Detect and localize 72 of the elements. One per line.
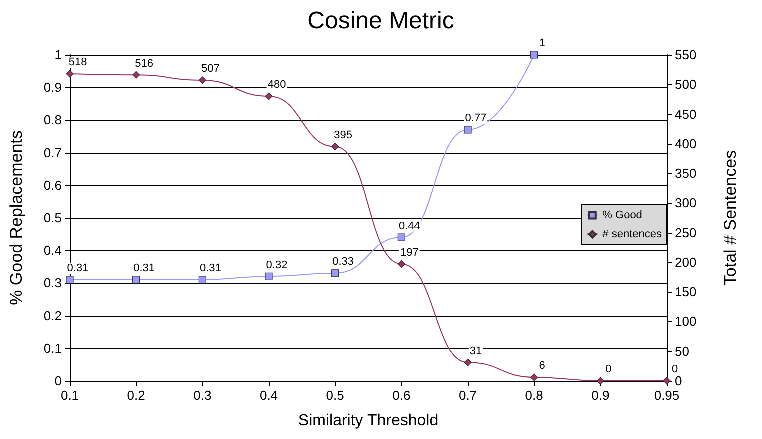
legend-label: % Good: [602, 210, 642, 222]
y2-tick-label: 350: [675, 166, 697, 182]
data-label: 0.31: [134, 262, 156, 275]
point: [398, 234, 406, 242]
x-tick-label: 0.8: [525, 388, 544, 403]
data-label: 6: [539, 360, 546, 372]
y2-tick-label: 50: [675, 344, 690, 359]
x-tick-label: 0.7: [458, 388, 478, 403]
data-label: 516: [135, 58, 154, 70]
point: [464, 126, 472, 134]
y2-tick-label: 400: [675, 136, 697, 152]
data-label: 507: [201, 63, 220, 76]
point: [596, 377, 604, 385]
x-tick-label: 0.95: [654, 388, 680, 403]
data-label: 395: [334, 130, 353, 142]
y-tick-label: 0: [54, 374, 62, 388]
x-axis-title: Similarity Threshold: [298, 412, 439, 430]
data-label: 480: [268, 79, 286, 92]
y2-tick-label: 150: [675, 284, 697, 300]
data-label: 0.31: [200, 262, 222, 275]
y-tick-label: 0.4: [44, 243, 62, 258]
x-tick-label: 0.5: [326, 388, 344, 403]
data-label: 518: [68, 56, 88, 69]
point: [132, 71, 140, 79]
y-tick-label: 0.8: [44, 112, 62, 128]
x-tick-label: 0.4: [260, 388, 278, 403]
y2-axis-title: Total # Sentences: [721, 150, 740, 286]
x-tick-label: 0.6: [392, 388, 411, 403]
chart-title: Cosine Metric: [308, 8, 454, 34]
point: [332, 143, 340, 151]
y-tick-label: 0.9: [44, 80, 62, 96]
point: [530, 374, 538, 382]
y2-tick-label: 200: [675, 254, 697, 270]
point: [332, 270, 340, 278]
y-tick-label: 0.1: [44, 340, 62, 356]
data-label: 197: [400, 246, 419, 259]
legend-label: # sentences: [602, 228, 662, 240]
point: [464, 358, 472, 366]
point: [198, 276, 206, 284]
y2-tick-label: 450: [675, 106, 697, 122]
point: [66, 70, 74, 78]
y2-tick-label: 0: [675, 374, 682, 388]
y2-tick-label: 250: [675, 225, 697, 240]
point: [198, 76, 206, 84]
x-tick-label: 0.2: [127, 388, 146, 403]
data-label: 0: [672, 364, 678, 376]
y-tick-label: 0.5: [44, 210, 62, 226]
data-label: 0: [606, 364, 612, 376]
y-tick-label: 0.6: [44, 178, 62, 193]
y-axis-title: % Good Replacements: [7, 130, 26, 306]
y-tick-label: 0.3: [44, 276, 62, 291]
y-tick-label: 0.7: [44, 145, 62, 160]
data-label: 1: [539, 38, 546, 50]
data-label: 0.33: [332, 256, 354, 268]
data-label: 0.31: [67, 262, 89, 275]
y2-tick-label: 100: [675, 314, 697, 330]
data-label: 31: [470, 345, 482, 358]
y2-tick-label: 500: [675, 77, 697, 92]
x-tick-label: 0.3: [194, 388, 212, 403]
y2-tick-label: 550: [675, 48, 697, 62]
x-tick-label: 0.9: [592, 388, 610, 403]
data-label: 0.32: [266, 259, 288, 272]
point: [132, 276, 140, 284]
point: [530, 51, 538, 59]
point: [265, 92, 273, 100]
y2-tick-label: 300: [675, 196, 697, 211]
data-label: 0.77: [465, 112, 487, 125]
y-tick-label: 1: [54, 48, 62, 62]
point: [398, 260, 406, 268]
data-label: 0.44: [398, 220, 420, 232]
y-tick-label: 0.2: [44, 308, 62, 324]
point: [265, 272, 273, 280]
